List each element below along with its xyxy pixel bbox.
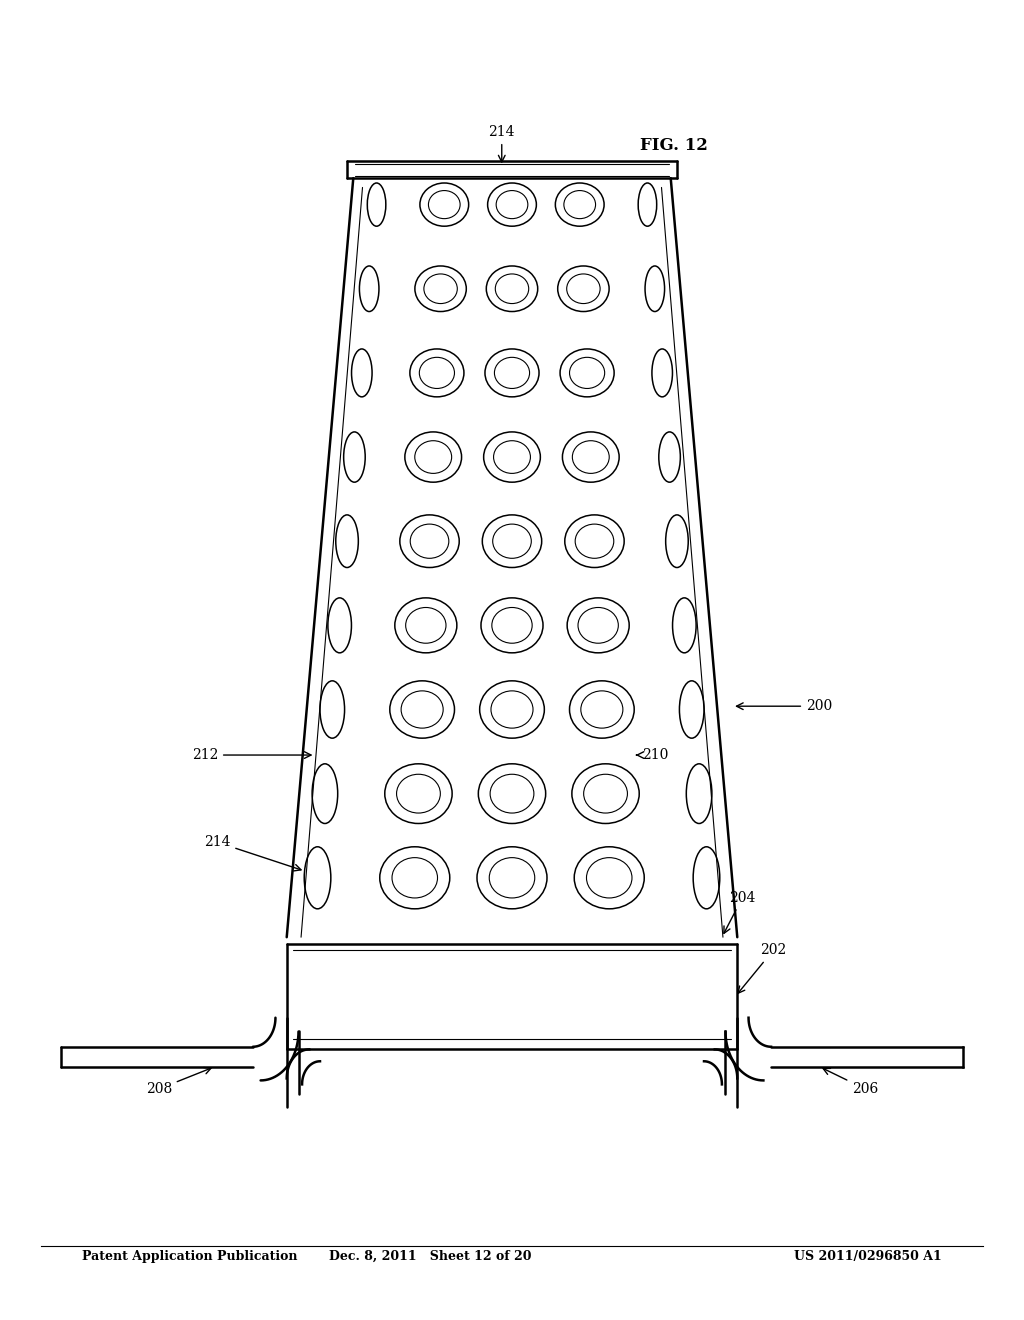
Text: 202: 202 xyxy=(738,944,786,993)
Text: 210: 210 xyxy=(637,748,669,762)
Text: 204: 204 xyxy=(724,891,756,933)
Text: 214: 214 xyxy=(204,836,301,871)
Text: FIG. 12: FIG. 12 xyxy=(640,137,708,153)
Text: 212: 212 xyxy=(191,748,311,762)
Text: US 2011/0296850 A1: US 2011/0296850 A1 xyxy=(795,1250,942,1263)
Text: 200: 200 xyxy=(736,700,833,713)
Text: 206: 206 xyxy=(823,1068,879,1096)
Text: Patent Application Publication: Patent Application Publication xyxy=(82,1250,297,1263)
Text: Dec. 8, 2011   Sheet 12 of 20: Dec. 8, 2011 Sheet 12 of 20 xyxy=(329,1250,531,1263)
Text: 208: 208 xyxy=(145,1068,211,1096)
Text: 214: 214 xyxy=(488,125,515,162)
